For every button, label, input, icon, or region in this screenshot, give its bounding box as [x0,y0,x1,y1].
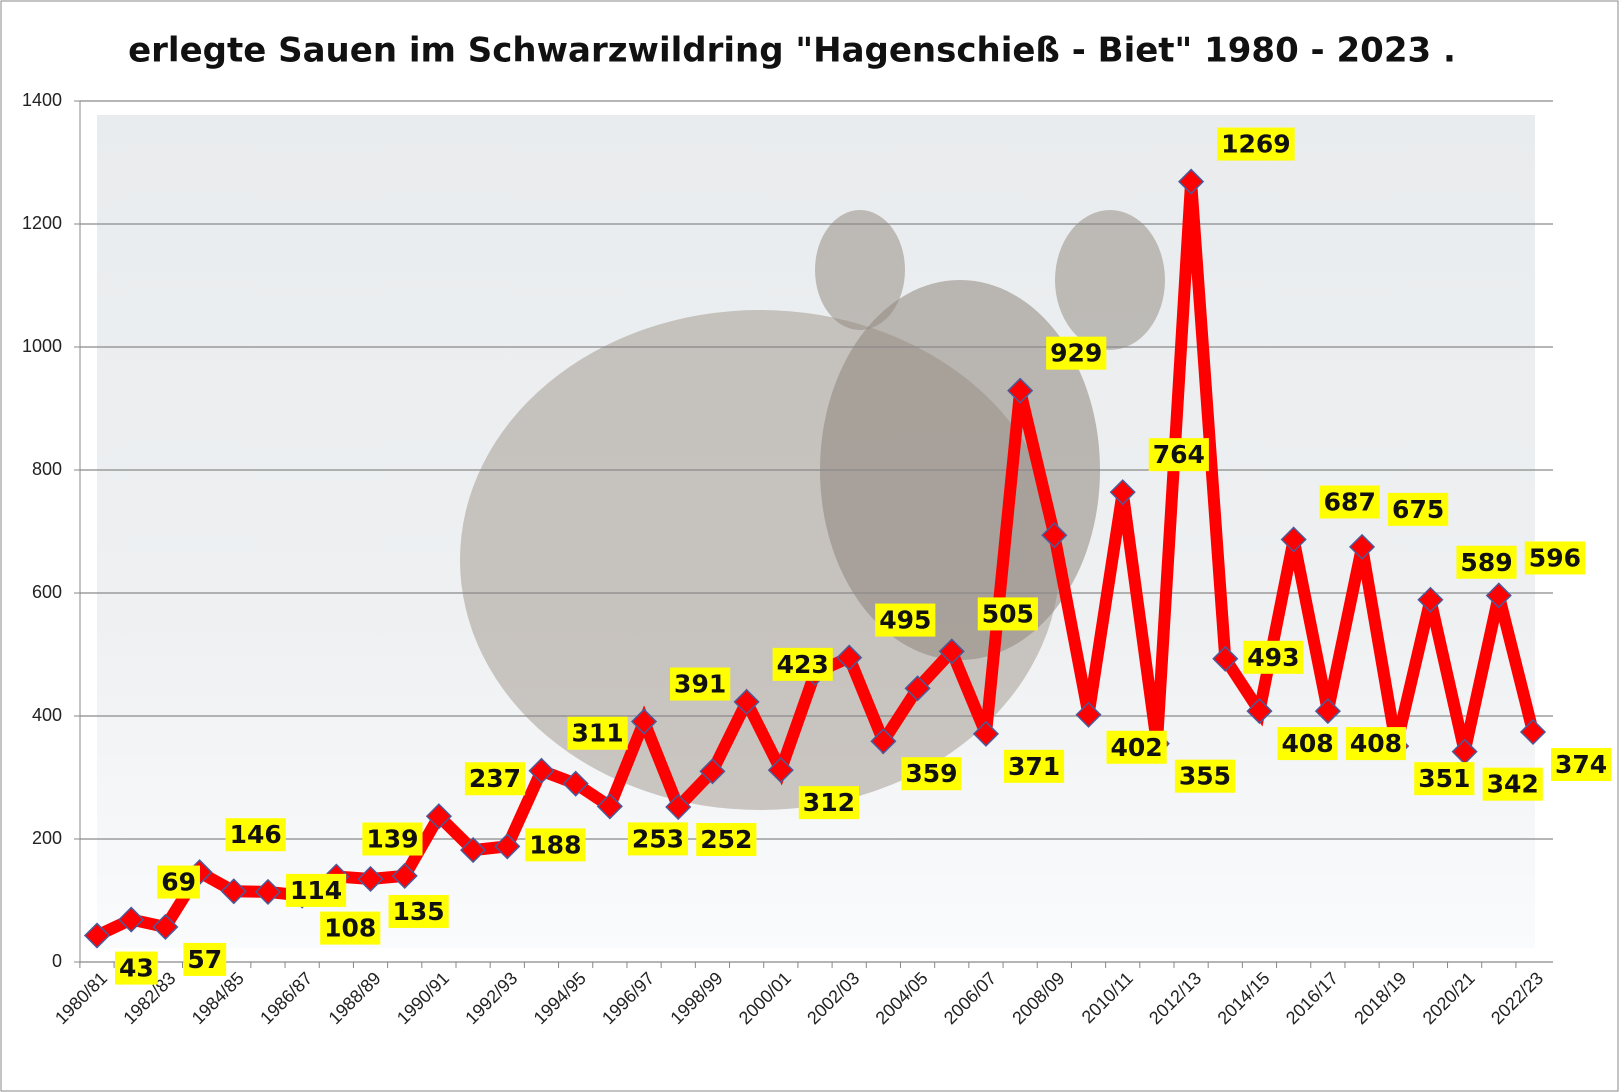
data-label: 351 [1418,764,1470,793]
data-label: 253 [632,824,684,853]
data-label: 57 [187,945,222,974]
data-label: 596 [1529,543,1581,572]
data-label: 402 [1111,733,1163,762]
y-tick-label: 1000 [22,336,62,356]
data-label: 69 [161,868,196,897]
data-label: 359 [905,759,957,788]
data-label: 391 [674,670,726,699]
boar-ear [815,210,905,330]
data-label: 408 [1350,729,1402,758]
y-tick-label: 200 [32,828,62,848]
data-label: 146 [230,820,282,849]
data-label: 312 [803,788,855,817]
data-label: 505 [982,599,1034,628]
data-label: 408 [1281,729,1333,758]
data-label: 252 [700,825,752,854]
data-label: 311 [571,719,623,748]
data-label: 135 [393,897,445,926]
data-label: 687 [1324,487,1376,516]
data-label: 188 [529,830,581,859]
data-label: 371 [1008,752,1060,781]
data-label: 493 [1247,643,1299,672]
y-tick-label: 400 [32,705,62,725]
data-label: 342 [1487,770,1539,799]
data-label: 929 [1050,339,1102,368]
data-label: 374 [1555,750,1607,779]
y-tick-label: 0 [52,951,62,971]
chart-title: erlegte Sauen im Schwarzwildring "Hagens… [128,31,1456,71]
data-label: 675 [1392,495,1444,524]
data-label: 43 [119,954,154,983]
data-label: 495 [879,606,931,635]
y-tick-label: 1400 [22,90,62,110]
data-label: 764 [1153,440,1205,469]
data-label: 237 [469,764,521,793]
data-label: 589 [1460,548,1512,577]
boar-ear [1055,210,1165,350]
data-label: 1269 [1221,130,1291,159]
chart: erlegte Sauen im Schwarzwildring "Hagens… [0,0,1619,1092]
y-tick-label: 800 [32,459,62,479]
data-label: 423 [777,650,829,679]
data-label: 108 [324,914,376,943]
data-label: 355 [1179,762,1231,791]
y-tick-label: 1200 [22,213,62,233]
data-label: 139 [366,825,418,854]
y-tick-label: 600 [32,582,62,602]
data-label: 114 [290,876,342,905]
